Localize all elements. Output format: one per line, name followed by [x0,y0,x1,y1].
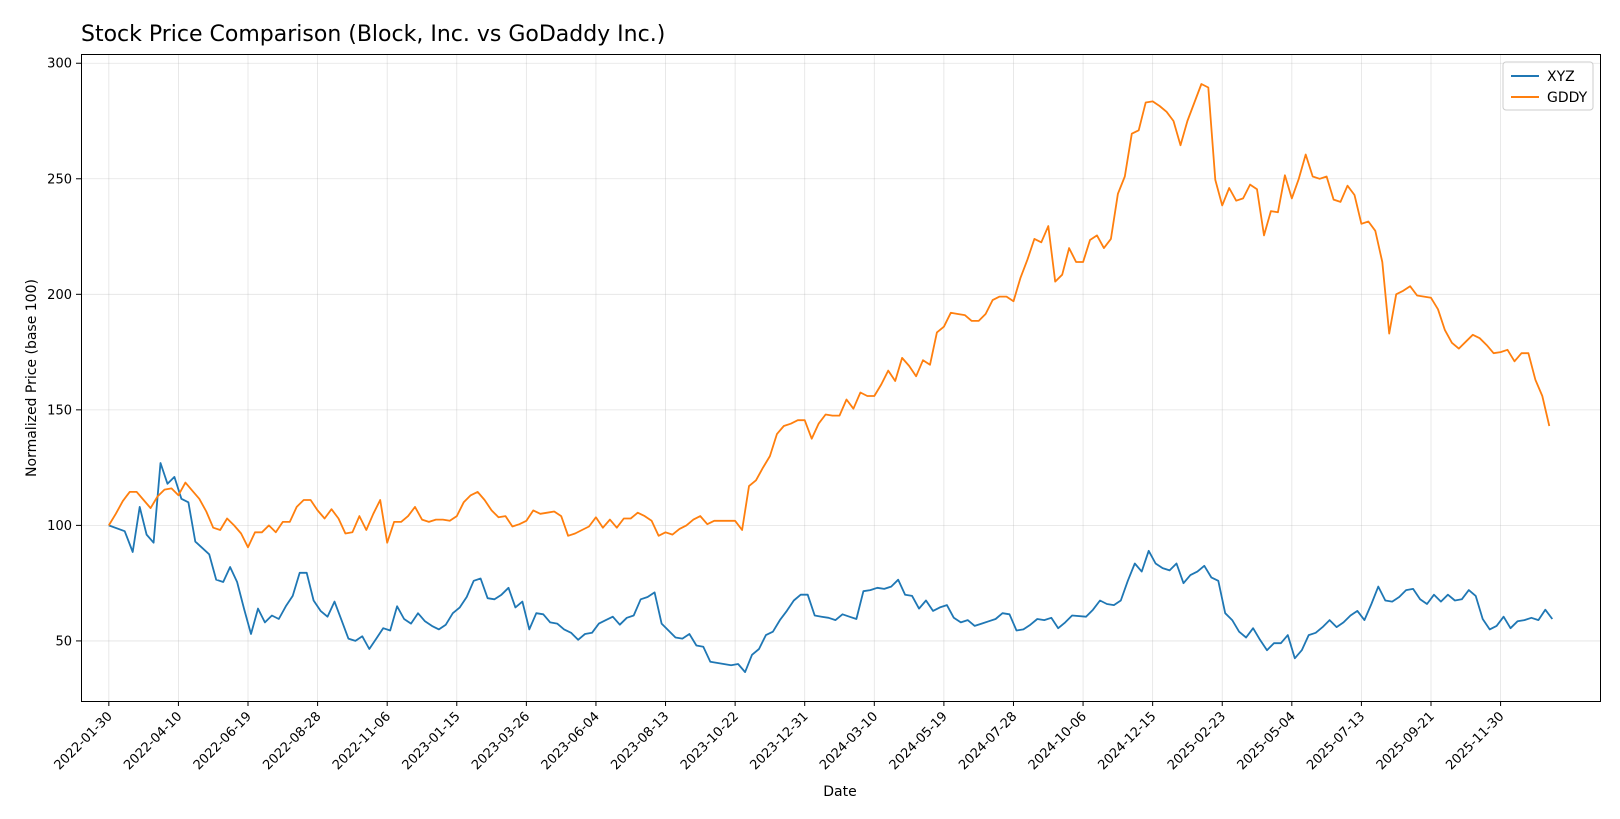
y-tick-label: 200 [47,288,72,303]
x-tick-label: 2024-03-10 [817,709,881,773]
x-tick-label: 2025-11-30 [1443,709,1507,773]
x-axis: 2022-01-30 2022-04-10 2022-06-19 2022-08-28… [52,701,1507,773]
x-tick-label: 2024-10-06 [1026,709,1090,773]
x-tick-label: 2023-03-26 [469,709,533,773]
x-tick-label: 2023-10-22 [678,709,742,773]
plot-frame [81,54,1601,702]
y-tick-label: 300 [47,57,72,72]
y-tick-label: 250 [47,172,72,187]
x-tick-label: 2025-09-21 [1374,709,1438,773]
y-axis-label: Normalized Price (base 100) [24,279,40,477]
x-tick-label: 2022-01-30 [52,709,116,773]
legend: XYZ GDDY [1502,61,1594,111]
grid-lines [81,54,1600,701]
x-tick-label: 2022-08-28 [260,709,324,773]
series-lines [108,83,1554,673]
x-tick-label: 2025-07-13 [1304,709,1368,773]
x-tick-label: 2023-12-31 [748,709,812,773]
y-tick-label: 50 [55,634,72,649]
x-tick-label: 2024-12-15 [1095,709,1159,773]
x-tick-label: 2023-08-13 [608,709,672,773]
x-tick-label: 2023-01-15 [400,709,464,773]
y-tick-label: 150 [47,403,72,418]
series-line-gddy [108,83,1551,549]
x-tick-label: 2022-06-19 [191,709,255,773]
x-tick-label: 2024-05-19 [887,709,951,773]
y-tick-label: 100 [47,519,72,534]
x-tick-label: 2022-11-06 [330,709,394,773]
x-tick-label: 2025-02-23 [1165,709,1229,773]
series-line-xyz [108,462,1554,673]
x-tick-label: 2023-06-04 [539,709,603,773]
x-tick-label: 2024-07-28 [956,709,1020,773]
legend-label-xyz: XYZ [1547,69,1575,85]
chart-title: Stock Price Comparison (Block, Inc. vs G… [81,22,665,47]
legend-label-gddy: GDDY [1547,90,1588,106]
x-tick-label: 2022-04-10 [121,709,185,773]
x-axis-label: Date [823,784,856,800]
x-tick-label: 2025-05-04 [1235,709,1299,773]
y-axis: 50 100 150 200 250 300 [47,57,81,649]
